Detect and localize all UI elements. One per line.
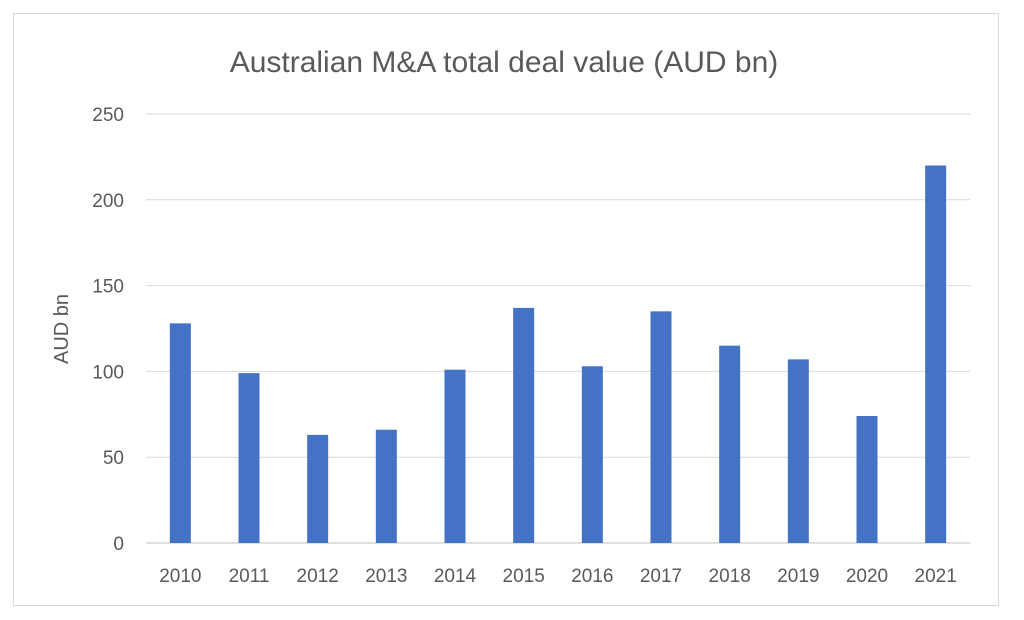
- bars: [169, 165, 947, 544]
- bar-2014: [444, 369, 466, 543]
- bar-2018: [719, 345, 741, 543]
- x-tick-label: 2013: [365, 566, 407, 587]
- x-tick-label: 2016: [571, 566, 613, 587]
- x-tick-label: 2012: [297, 566, 339, 587]
- x-tick-label: 2019: [777, 566, 819, 587]
- x-tick-label: 2017: [640, 566, 682, 587]
- y-tick-label: 200: [92, 191, 124, 212]
- bar-2011: [238, 373, 260, 543]
- x-tick-label: 2011: [229, 566, 270, 587]
- bar-2013: [375, 429, 397, 543]
- y-tick-label: 150: [92, 277, 124, 298]
- chart-title: Australian M&A total deal value (AUD bn): [230, 46, 779, 79]
- y-tick-label: 0: [113, 534, 124, 555]
- y-tick-label: 250: [92, 105, 124, 126]
- gridlines: [146, 113, 970, 544]
- bar-2017: [650, 311, 672, 543]
- bar-2021: [925, 165, 947, 544]
- y-axis-ticks: 0 50 100 150 200 250: [92, 105, 124, 555]
- y-axis-label: AUD bn: [51, 294, 73, 364]
- y-tick-label: 50: [103, 448, 124, 469]
- x-tick-label: 2021: [915, 566, 957, 587]
- y-tick-label: 100: [92, 362, 124, 383]
- x-tick-label: 2010: [159, 566, 201, 587]
- x-tick-label: 2020: [846, 566, 888, 587]
- bar-2019: [787, 359, 809, 543]
- bar-2020: [856, 416, 878, 543]
- x-tick-label: 2014: [434, 566, 477, 587]
- x-tick-label: 2015: [503, 566, 545, 587]
- bar-2016: [581, 366, 603, 543]
- bar-2010: [169, 323, 191, 543]
- bar-2015: [513, 307, 535, 543]
- bar-2012: [307, 434, 329, 543]
- x-axis-ticks: 2010 2011 2012 2013 2014 2015 2016 2017 2018 2019…: [159, 566, 957, 587]
- x-tick-label: 2018: [709, 566, 751, 587]
